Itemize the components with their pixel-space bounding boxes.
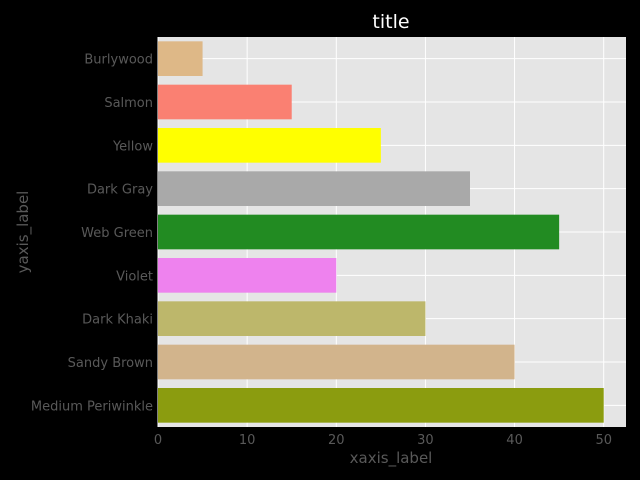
bar-medium-periwinkle: [158, 388, 604, 423]
chart-title: title: [372, 11, 409, 33]
x-tick-labels: 0 10 20 30 40 50: [154, 433, 612, 448]
bar-sandy-brown: [158, 344, 515, 380]
y-tick-label: Burlywood: [84, 53, 153, 68]
x-tick-label: 10: [239, 433, 256, 448]
bar-dark-khaki: [158, 301, 426, 336]
y-tick-label: Medium Periwinkle: [31, 399, 153, 414]
y-tick-label: Violet: [116, 269, 153, 284]
y-tick-label: Yellow: [112, 139, 153, 154]
x-tick-label: 0: [154, 433, 162, 448]
y-tick-label: Web Green: [81, 226, 153, 241]
y-axis-label: yaxis_label: [14, 191, 33, 274]
y-tick-label: Dark Gray: [87, 183, 153, 198]
x-tick-label: 50: [595, 433, 612, 448]
y-tick-label: Salmon: [104, 96, 153, 111]
bars: [158, 41, 604, 423]
bar-dark-gray: [158, 171, 470, 206]
bar-violet: [158, 258, 337, 293]
y-tick-labels: Burlywood Salmon Yellow Dark Gray Web Green V…: [31, 53, 153, 415]
bar-salmon: [158, 84, 292, 120]
y-tick-label: Dark Khaki: [82, 313, 153, 328]
bar-burlywood: [158, 41, 203, 76]
x-tick-label: 20: [328, 433, 345, 448]
y-tick-label: Sandy Brown: [68, 356, 153, 371]
x-tick-label: 40: [506, 433, 523, 448]
bar-yellow: [158, 128, 381, 163]
x-axis-label: xaxis_label: [350, 449, 433, 468]
x-tick-label: 30: [417, 433, 434, 448]
bar-web-green: [158, 214, 560, 250]
